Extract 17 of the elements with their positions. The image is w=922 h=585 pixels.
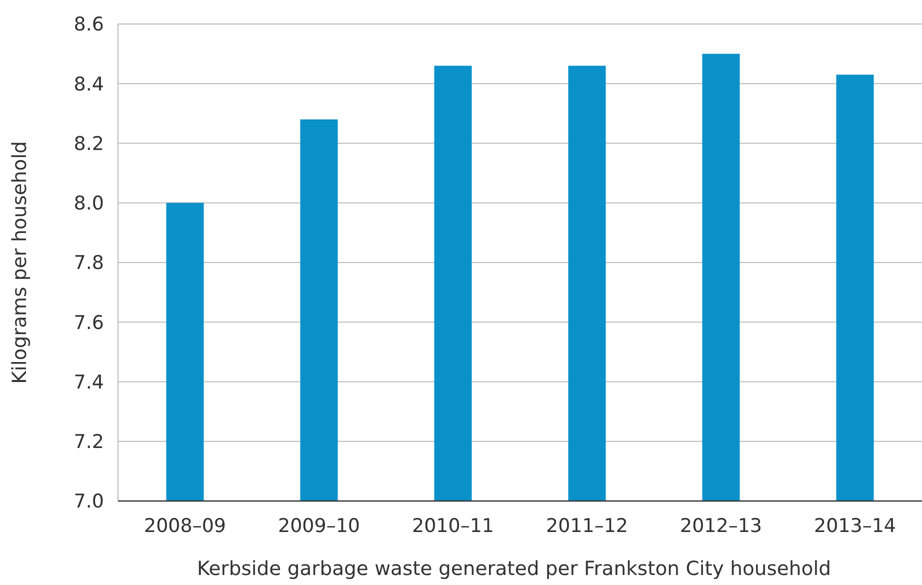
y-tick-label: 8.2 xyxy=(74,132,104,155)
y-tick-label: 7.6 xyxy=(74,312,104,334)
y-tick-label: 7.0 xyxy=(74,490,104,513)
x-tick-label: 2008–09 xyxy=(144,515,226,537)
y-axis-title: Kilograms per household xyxy=(8,141,31,384)
y-tick-label: 8.0 xyxy=(74,192,104,215)
x-tick-label: 2009–10 xyxy=(278,515,360,537)
y-tick-label: 7.4 xyxy=(74,371,104,394)
x-tick-label: 2010–11 xyxy=(412,515,494,537)
y-tick-label: 8.6 xyxy=(74,14,104,36)
x-axis-title: Kerbside garbage waste generated per Frankston City household xyxy=(196,557,832,580)
x-tick-label: 2013–14 xyxy=(814,515,896,537)
y-tick-label: 8.4 xyxy=(74,73,104,96)
y-tick-label: 7.2 xyxy=(74,431,104,454)
x-tick-label: 2012–13 xyxy=(680,515,762,537)
y-tick-label: 7.8 xyxy=(74,252,104,274)
x-tick-label: 2011–12 xyxy=(546,515,628,537)
